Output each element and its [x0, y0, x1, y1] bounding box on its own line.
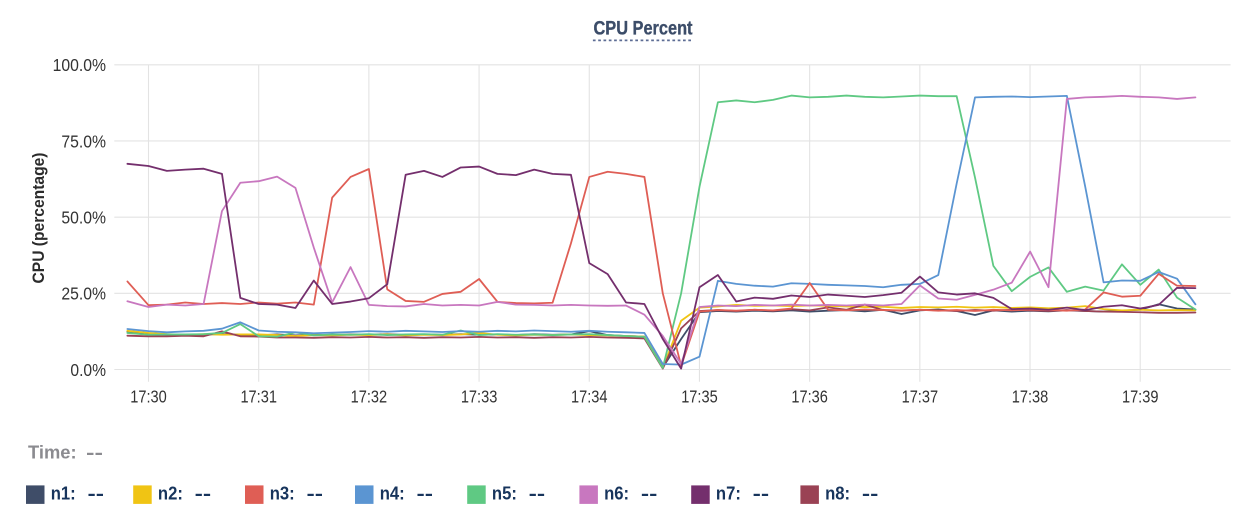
svg-text:CPU Percent: CPU Percent	[594, 19, 694, 40]
svg-text:17:32: 17:32	[351, 387, 388, 407]
svg-text:n4:: n4:	[380, 484, 405, 504]
svg-text:--: --	[88, 484, 105, 504]
svg-text:--: --	[86, 443, 103, 463]
svg-text:--: --	[195, 484, 212, 504]
svg-text:0.0%: 0.0%	[70, 360, 106, 380]
svg-text:25.0%: 25.0%	[61, 284, 106, 304]
svg-text:n6:: n6:	[604, 484, 629, 504]
svg-text:17:33: 17:33	[461, 387, 498, 407]
svg-text:n7:: n7:	[716, 484, 741, 504]
svg-text:Time:: Time:	[28, 443, 77, 463]
svg-text:--: --	[417, 484, 434, 504]
svg-text:n8:: n8:	[825, 484, 850, 504]
svg-text:50.0%: 50.0%	[61, 208, 106, 228]
svg-text:--: --	[529, 484, 546, 504]
svg-text:n3:: n3:	[270, 484, 295, 504]
svg-text:17:35: 17:35	[681, 387, 718, 407]
svg-text:17:38: 17:38	[1012, 387, 1049, 407]
svg-text:17:39: 17:39	[1122, 387, 1159, 407]
svg-text:n1:: n1:	[51, 484, 76, 504]
svg-text:100.0%: 100.0%	[53, 55, 106, 75]
svg-text:--: --	[862, 484, 879, 504]
svg-text:17:37: 17:37	[902, 387, 939, 407]
svg-text:n5:: n5:	[492, 484, 517, 504]
svg-text:--: --	[753, 484, 770, 504]
svg-text:17:36: 17:36	[791, 387, 828, 407]
svg-text:CPU (percentage): CPU (percentage)	[29, 153, 48, 284]
svg-text:--: --	[307, 484, 324, 504]
svg-text:17:31: 17:31	[240, 387, 277, 407]
svg-text:17:34: 17:34	[571, 387, 608, 407]
svg-text:17:30: 17:30	[130, 387, 167, 407]
svg-text:n2:: n2:	[158, 484, 183, 504]
svg-text:--: --	[641, 484, 658, 504]
svg-text:75.0%: 75.0%	[61, 131, 106, 151]
